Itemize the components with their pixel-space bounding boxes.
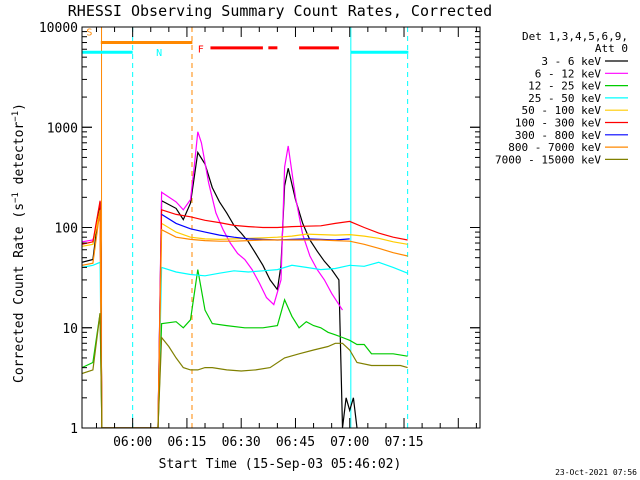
x-axis-label: Start Time (15-Sep-03 05:46:02): [159, 457, 402, 472]
series-line-7: [161, 213, 350, 241]
y-tick-label: 10: [62, 322, 78, 337]
chart-title: RHESSI Observing Summary Count Rates, Co…: [68, 2, 492, 20]
series-line-8: [82, 209, 408, 428]
legend-label-5: 50 - 100 keV: [522, 104, 602, 117]
legend-label-2: 6 - 12 keV: [535, 67, 602, 80]
legend-label-8: 800 - 7000 keV: [508, 141, 601, 154]
x-tick-label: 06:45: [276, 435, 315, 450]
series-line-6: [82, 200, 408, 428]
plot-area: S N F: [81, 26, 481, 429]
x-tick-label: 07:15: [384, 435, 423, 450]
flag-annotation: S: [86, 28, 92, 39]
series-line-3: [82, 269, 408, 428]
legend-label-4: 25 - 50 keV: [528, 92, 601, 105]
flag-annotation: N: [156, 48, 162, 59]
series-line-1: [82, 150, 358, 428]
legend-header: Att 0: [595, 42, 628, 55]
y-tick-label: 100: [55, 222, 78, 237]
y-axis-label: Corrected Count Rate (s−1 detector−1): [11, 103, 27, 383]
y-axis-label-part: −1: [11, 111, 21, 122]
x-tick-label: 06:00: [113, 435, 152, 450]
legend-label-1: 3 - 6 keV: [541, 55, 601, 68]
y-axis-label-part: detector: [12, 122, 27, 193]
x-tick-label: 06:30: [222, 435, 261, 450]
plot-clip-group: [82, 27, 409, 428]
x-tick-label: 06:15: [167, 435, 206, 450]
legend-label-3: 12 - 25 keV: [528, 80, 601, 93]
y-axis-label-part: −1: [11, 192, 21, 203]
y-tick-label: 10000: [39, 21, 78, 36]
y-axis-label-part: Corrected Count Rate (s: [12, 203, 27, 383]
series-line-2: [82, 131, 344, 428]
legend-label-9: 7000 - 15000 keV: [495, 153, 601, 166]
y-tick-label: 1: [70, 422, 78, 437]
y-tick-label: 1000: [47, 121, 78, 136]
series-line-4: [82, 261, 408, 428]
legend-label-7: 300 - 800 keV: [515, 129, 601, 142]
series-line-9: [82, 313, 408, 428]
legend-label-6: 100 - 300 keV: [515, 117, 601, 130]
x-axis: 06:00 06:15 06:30 06:45 07:00 07:15: [95, 27, 477, 450]
legend-header: Det 1,3,4,5,6,9,: [522, 30, 628, 43]
footer-timestamp: 23-Oct-2021 07:56: [555, 468, 637, 477]
y-axis-label-part: ): [12, 103, 27, 111]
y-axis: 1 10 100 1000 10000: [39, 21, 480, 437]
x-tick-label: 07:00: [330, 435, 369, 450]
flag-annotation: F: [198, 45, 204, 56]
